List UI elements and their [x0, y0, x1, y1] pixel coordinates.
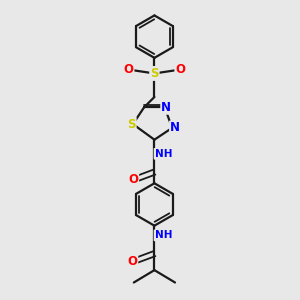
Text: O: O [175, 63, 185, 76]
Text: O: O [127, 255, 137, 268]
Text: O: O [128, 173, 138, 186]
Text: S: S [127, 118, 136, 130]
Text: NH: NH [154, 230, 172, 240]
Text: NH: NH [154, 149, 172, 159]
Text: N: N [161, 101, 171, 114]
Text: N: N [170, 122, 180, 134]
Text: O: O [124, 63, 134, 76]
Text: S: S [150, 67, 159, 80]
